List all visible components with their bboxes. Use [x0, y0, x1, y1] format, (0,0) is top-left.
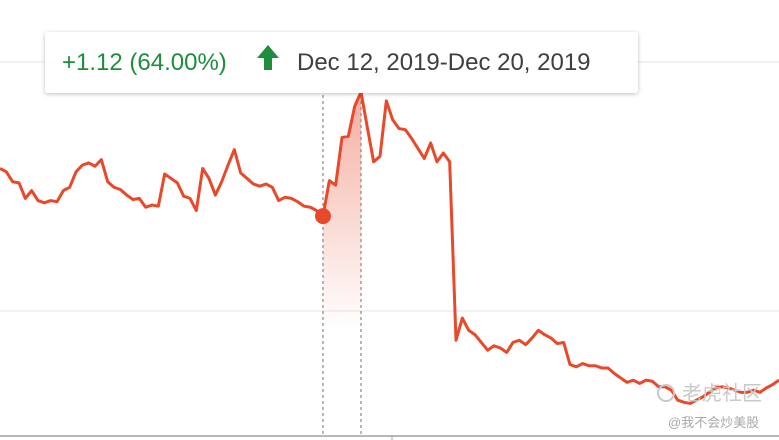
watermark-author: @我不会炒美股 — [668, 415, 759, 430]
tooltip-range: Dec 12, 2019-Dec 20, 2019 — [297, 49, 591, 76]
watermark-brand: 老虎社区 — [682, 382, 762, 405]
tooltip: +1.12 (64.00%) Dec 12, 2019-Dec 20, 2019 — [45, 32, 638, 93]
price-line — [0, 90, 779, 405]
highlight-area — [323, 91, 361, 330]
tooltip-box — [45, 32, 638, 93]
watermark-icon — [657, 384, 675, 402]
up-arrow — [257, 45, 279, 70]
tooltip-change: +1.12 (64.00%) — [62, 49, 227, 76]
start-point — [315, 208, 331, 225]
plot — [0, 90, 779, 436]
watermark: 老虎社区 @我不会炒美股 — [657, 382, 762, 430]
